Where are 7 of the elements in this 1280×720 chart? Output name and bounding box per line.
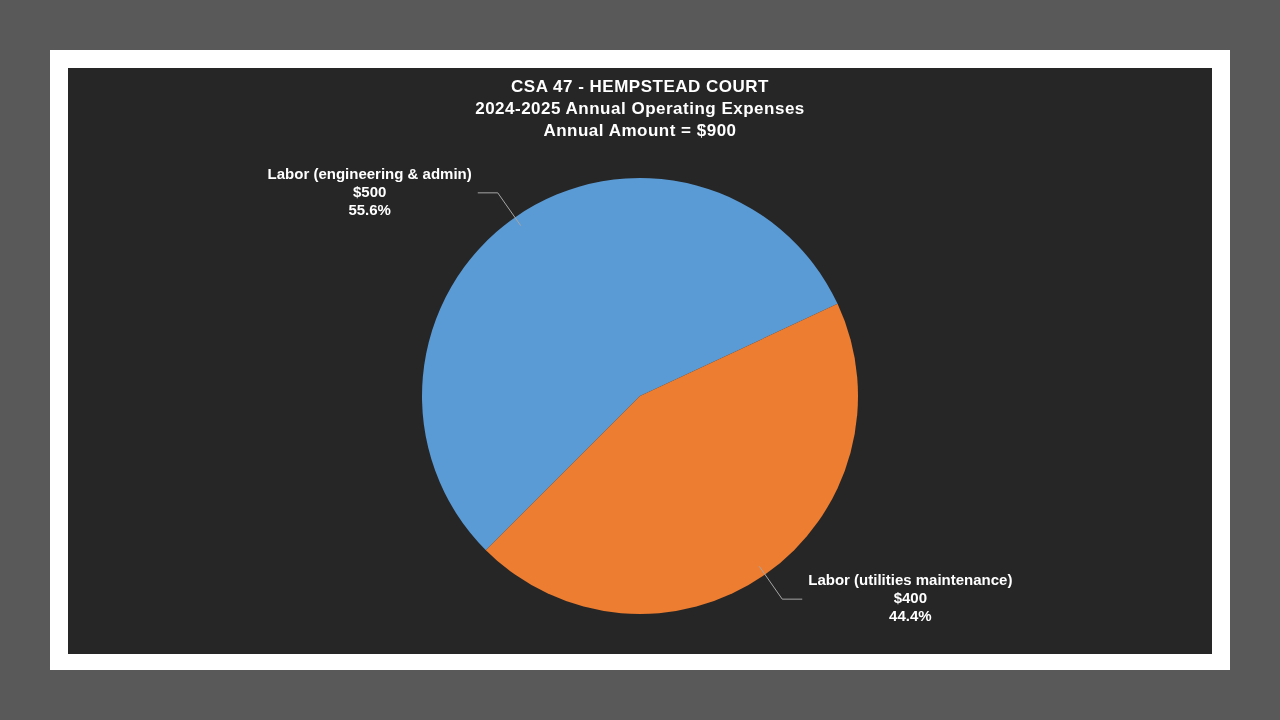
slice-label: Labor (utilities maintenance) (808, 571, 1013, 589)
chart-title: CSA 47 - HEMPSTEAD COURT (510, 76, 770, 98)
slice-label: Labor (engineering & admin) (267, 164, 472, 182)
chart-subtitle: 2024-2025 Annual Operating Expenses (474, 98, 806, 120)
text: Annual Amount = $900 (542, 120, 738, 142)
data-label: $400 44.4% (889, 589, 932, 625)
data-label: $500 55.6% (348, 182, 391, 218)
